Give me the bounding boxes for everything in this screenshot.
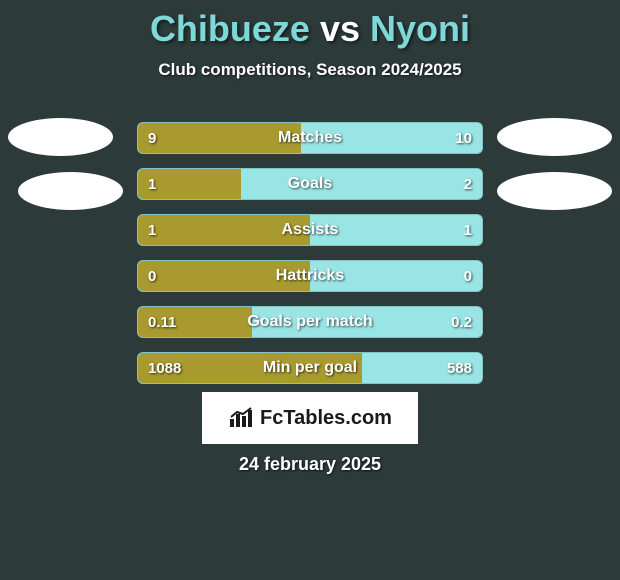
bar-label: Goals	[138, 169, 482, 199]
bar-row: 1088588Min per goal	[137, 352, 483, 384]
player1-avatar-2	[18, 172, 123, 210]
bar-row: 910Matches	[137, 122, 483, 154]
vs-text: vs	[320, 8, 360, 49]
bar-label: Min per goal	[138, 353, 482, 383]
player2-name: Nyoni	[370, 8, 470, 49]
page-title: Chibueze vs Nyoni	[0, 0, 620, 50]
player1-avatar	[8, 118, 113, 156]
bar-row: 12Goals	[137, 168, 483, 200]
bar-row: 00Hattricks	[137, 260, 483, 292]
bar-label: Matches	[138, 123, 482, 153]
bar-row: 11Assists	[137, 214, 483, 246]
badge-text: FcTables.com	[260, 407, 392, 430]
player1-name: Chibueze	[150, 8, 310, 49]
source-badge: FcTables.com	[202, 392, 418, 444]
date-text: 24 february 2025	[0, 454, 620, 475]
comparison-bars: 910Matches 12Goals 11Assists 00Hattricks 0.1…	[137, 122, 483, 398]
player2-avatar-2	[497, 172, 612, 210]
player2-avatar	[497, 118, 612, 156]
bar-label: Hattricks	[138, 261, 482, 291]
bar-label: Goals per match	[138, 307, 482, 337]
chart-icon	[228, 407, 254, 429]
subtitle: Club competitions, Season 2024/2025	[0, 60, 620, 80]
bar-label: Assists	[138, 215, 482, 245]
bar-row: 0.110.2Goals per match	[137, 306, 483, 338]
